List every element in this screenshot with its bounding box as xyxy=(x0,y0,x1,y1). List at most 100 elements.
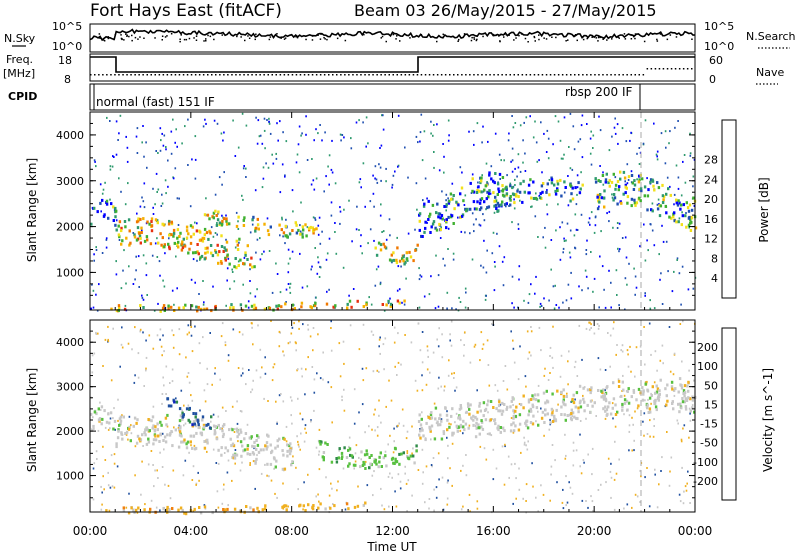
power-speckle xyxy=(237,146,240,149)
velocity-cell xyxy=(666,399,669,403)
velocity-cell xyxy=(241,444,244,448)
velocity-speckle xyxy=(348,436,351,439)
velocity-speckle xyxy=(688,369,690,372)
power-cell xyxy=(681,214,684,218)
velocity-cell xyxy=(270,451,273,455)
power-speckle xyxy=(218,176,221,179)
power-cell xyxy=(658,214,662,218)
power-speckle xyxy=(539,305,541,308)
nsearch-point xyxy=(565,40,567,42)
power-cell xyxy=(375,253,379,257)
power-cell xyxy=(150,229,154,233)
velocity-colorbar-tick: 100 xyxy=(697,360,718,373)
power-cell xyxy=(643,194,646,198)
power-speckle xyxy=(486,249,488,252)
power-speckle xyxy=(91,206,94,209)
power-cell xyxy=(211,254,215,258)
velocity-speckle xyxy=(523,436,525,439)
power-speckle xyxy=(174,141,176,144)
power-speckle xyxy=(615,269,618,272)
velocity-cell xyxy=(544,408,547,412)
velocity-cell xyxy=(221,429,224,433)
velocity-cell xyxy=(545,389,548,393)
velocity-speckle xyxy=(669,370,672,373)
power-speckle xyxy=(389,234,391,237)
velocity-speckle xyxy=(142,331,144,334)
power-cell xyxy=(630,204,633,208)
nave-point xyxy=(432,74,435,76)
velocity-cell xyxy=(509,405,512,409)
power-cell xyxy=(513,201,516,205)
velocity-cell xyxy=(637,404,640,408)
velocity-cell xyxy=(165,508,169,512)
power-speckle xyxy=(315,128,317,131)
power-speckle xyxy=(563,240,566,242)
power-speckle xyxy=(482,266,485,269)
power-cell xyxy=(667,187,670,191)
velocity-speckle xyxy=(523,443,526,446)
power-speckle xyxy=(490,165,493,168)
velocity-cell xyxy=(246,444,250,448)
power-cell xyxy=(179,231,182,235)
power-speckle xyxy=(176,197,179,200)
power-speckle xyxy=(692,287,695,290)
nsearch-point xyxy=(540,34,543,36)
power-speckle xyxy=(554,115,557,118)
power-speckle xyxy=(310,183,313,186)
velocity-cell xyxy=(481,427,485,431)
velocity-cell xyxy=(222,508,225,511)
nsearch-point xyxy=(527,41,529,43)
velocity-speckle xyxy=(453,377,455,379)
power-speckle xyxy=(318,216,321,219)
power-cell xyxy=(428,214,431,218)
power-speckle xyxy=(326,252,329,255)
power-speckle xyxy=(423,295,426,298)
nave-point xyxy=(134,74,136,76)
power-speckle xyxy=(165,146,167,148)
power-cell xyxy=(673,219,676,223)
nave-point xyxy=(537,74,540,76)
power-cell xyxy=(226,253,229,257)
velocity-speckle xyxy=(565,504,567,507)
velocity-speckle xyxy=(455,386,458,389)
power-speckle xyxy=(482,125,484,128)
velocity-cell xyxy=(534,393,537,397)
velocity-speckle xyxy=(312,327,315,329)
velocity-cell xyxy=(689,409,692,413)
nsearch-point xyxy=(675,36,678,38)
power-speckle xyxy=(319,124,321,126)
power-speckle xyxy=(514,184,516,186)
velocity-cell xyxy=(474,435,478,439)
power-speckle xyxy=(325,258,328,261)
power-cell xyxy=(124,225,127,229)
velocity-cell xyxy=(582,386,585,390)
power-speckle xyxy=(655,153,658,156)
power-cell xyxy=(275,304,278,308)
power-cell xyxy=(217,261,220,265)
velocity-speckle xyxy=(433,402,436,405)
velocity-cell xyxy=(235,453,239,457)
nsearch-point xyxy=(323,36,325,39)
velocity-speckle xyxy=(684,485,687,488)
velocity-cell xyxy=(551,392,554,396)
power-cell xyxy=(548,193,551,197)
power-speckle xyxy=(216,122,219,125)
velocity-cell xyxy=(166,397,169,401)
velocity-cell xyxy=(385,464,388,468)
power-cell xyxy=(206,246,209,250)
power-cell xyxy=(477,185,480,189)
velocity-colorbar-tick: -50 xyxy=(700,437,718,450)
velocity-cell xyxy=(679,383,682,387)
power-cell xyxy=(140,226,143,230)
power-cell xyxy=(115,209,118,213)
velocity-speckle xyxy=(316,372,318,375)
power-ytick-label: 4000 xyxy=(56,129,84,142)
power-speckle xyxy=(424,177,427,180)
velocity-speckle xyxy=(291,399,293,402)
velocity-speckle xyxy=(628,414,631,417)
power-cell xyxy=(445,226,448,230)
velocity-cell xyxy=(269,462,273,466)
power-cell xyxy=(150,217,154,221)
nave-point xyxy=(287,74,290,76)
power-speckle xyxy=(287,262,290,265)
